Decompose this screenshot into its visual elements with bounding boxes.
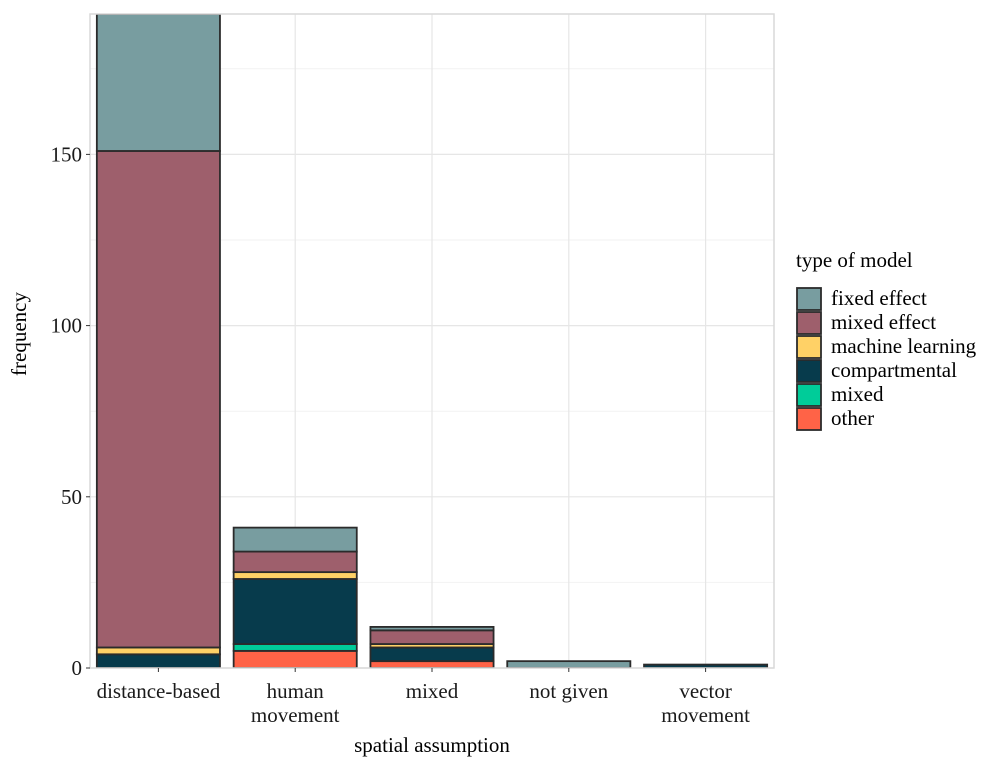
x-tick-label: human movement [251,679,340,727]
bar-segment [95,646,221,656]
legend-swatch [796,359,822,383]
bars [95,14,769,668]
x-axis-title: spatial assumption [354,733,510,757]
x-tick-label: not given [529,679,608,703]
bar-segment [95,14,221,152]
legend-label: mixed effect [831,310,936,334]
legend-title: type of model [796,248,913,272]
bar-segment [232,649,358,668]
legend-label: fixed effect [831,286,927,310]
legend-swatch [796,383,822,407]
legend-swatch [796,311,822,335]
y-tick-label: 100 [51,314,83,338]
legend-swatch [796,335,822,359]
y-tick-label: 150 [51,142,83,166]
legend-label: compartmental [831,358,957,382]
legend-label: mixed [831,382,884,406]
legend-label: machine learning [831,334,977,358]
y-tick-label: 50 [61,485,82,509]
bar-segment [643,663,769,668]
legend-label: other [831,406,874,430]
x-tick-label: mixed [406,679,459,703]
bar-segment [232,578,358,645]
bar-segment [232,550,358,574]
bar-segment [232,526,358,553]
bar-segment [369,646,495,663]
bar-segment [369,660,495,668]
x-tick-label: distance-based [97,679,221,703]
bar-segment [95,150,221,649]
bar-segment [232,571,358,580]
x-tick-label: vector movement [661,679,750,727]
y-axis-title: frequency [7,292,31,376]
bar-segment [95,653,221,668]
bar-segment [369,629,495,645]
bar-segment [506,660,632,668]
axes: 0 50 100 150 distance-based human movement mixe… [51,13,775,727]
bar-segment [232,643,358,652]
legend-swatch [796,287,822,311]
y-tick-label: 0 [72,656,83,680]
bar-segment [369,626,495,632]
legend-swatch [796,407,822,431]
